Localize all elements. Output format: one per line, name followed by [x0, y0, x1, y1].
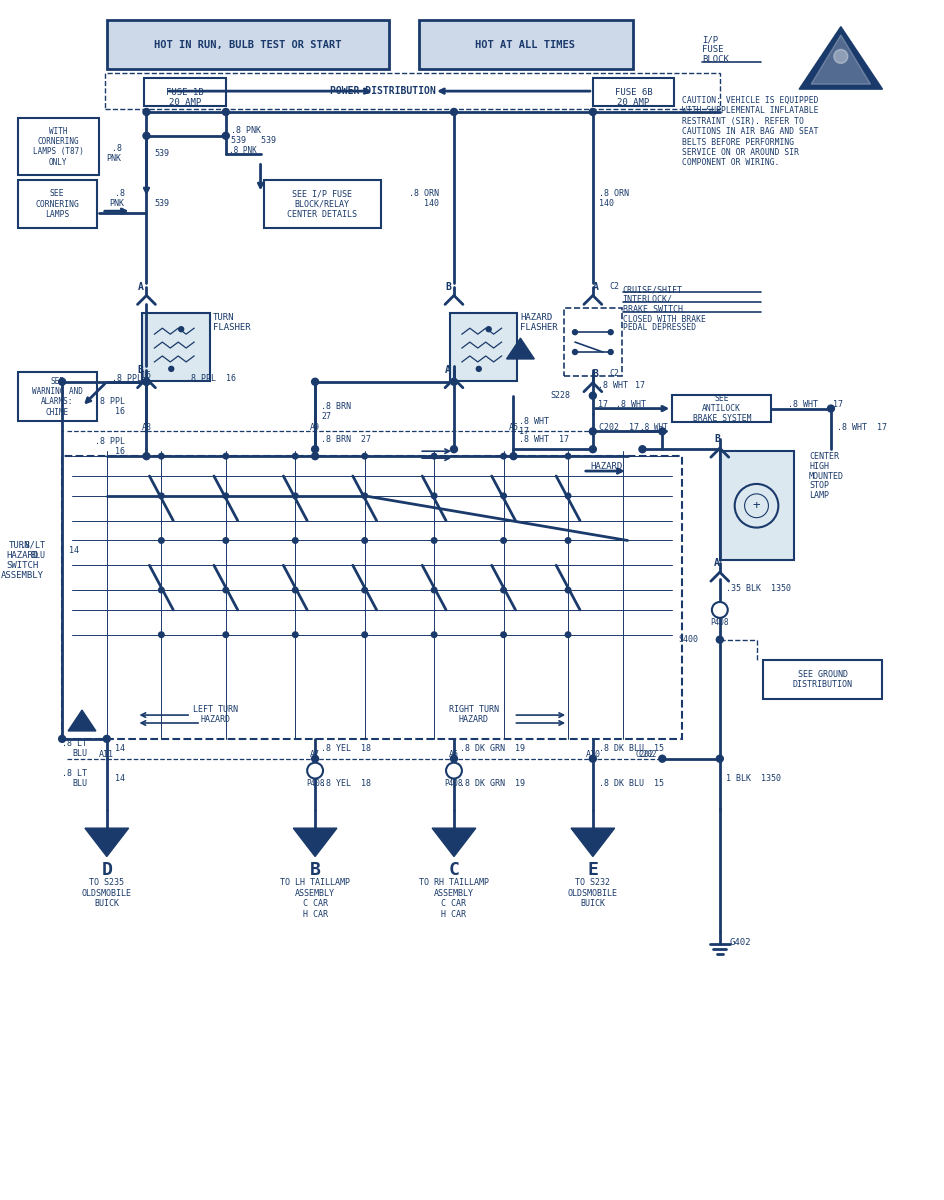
- Text: .8 YEL  18: .8 YEL 18: [321, 744, 371, 754]
- Bar: [18, 118, 99, 175]
- Text: .8 ORN: .8 ORN: [598, 188, 629, 198]
- Circle shape: [589, 445, 597, 452]
- Text: 14: 14: [115, 744, 125, 754]
- Text: 539   539: 539 539: [230, 137, 276, 145]
- Polygon shape: [432, 828, 476, 857]
- Circle shape: [223, 132, 229, 139]
- Text: SEE GROUND
DISTRIBUTION: SEE GROUND DISTRIBUTION: [793, 670, 853, 689]
- Text: 17: 17: [598, 400, 608, 409]
- Text: .8 BRN: .8 BRN: [321, 402, 351, 412]
- Text: .8 LT
BLU: .8 LT BLU: [20, 541, 45, 560]
- Circle shape: [589, 755, 597, 762]
- Text: TO S235
OLDSMOBILE
BUICK: TO S235 OLDSMOBILE BUICK: [82, 878, 132, 908]
- Text: BRAKE SWITCH: BRAKE SWITCH: [623, 305, 683, 314]
- Text: .8 WHT: .8 WHT: [640, 422, 668, 432]
- Circle shape: [431, 493, 437, 499]
- Text: .8: .8: [111, 144, 122, 154]
- Circle shape: [431, 538, 437, 544]
- Circle shape: [659, 755, 666, 762]
- Circle shape: [293, 454, 298, 458]
- Text: .8 DK BLU  15: .8 DK BLU 15: [598, 779, 664, 788]
- Text: A8: A8: [142, 422, 151, 432]
- Text: A7: A7: [310, 750, 320, 760]
- Text: HOT IN RUN, BULB TEST OR START: HOT IN RUN, BULB TEST OR START: [154, 40, 342, 49]
- Text: 16: 16: [114, 407, 125, 416]
- Text: 17: 17: [833, 400, 843, 409]
- Text: .8 YEL  18: .8 YEL 18: [321, 779, 371, 788]
- Text: A11: A11: [99, 750, 114, 760]
- Circle shape: [293, 493, 298, 499]
- Text: CLOSED WITH BRAKE: CLOSED WITH BRAKE: [623, 314, 705, 324]
- Text: A5: A5: [509, 422, 518, 432]
- Text: .8 DK GRN  19: .8 DK GRN 19: [460, 779, 525, 788]
- Circle shape: [565, 587, 571, 593]
- Text: PNK: PNK: [107, 154, 122, 163]
- Text: .8 BRN  27: .8 BRN 27: [321, 434, 371, 444]
- Circle shape: [572, 330, 578, 335]
- Circle shape: [312, 452, 318, 460]
- Text: INTERLOCK/: INTERLOCK/: [623, 295, 673, 304]
- Circle shape: [501, 587, 506, 593]
- Circle shape: [223, 454, 228, 458]
- Text: .8 WHT: .8 WHT: [519, 416, 549, 426]
- Text: C2: C2: [610, 370, 619, 378]
- Bar: [143, 313, 210, 380]
- Text: .8
PNK: .8 PNK: [110, 188, 125, 208]
- Circle shape: [159, 587, 164, 593]
- Bar: [764, 660, 883, 700]
- Circle shape: [501, 454, 506, 458]
- Text: A6: A6: [449, 750, 459, 760]
- Text: WITH
CORNERING
LAMPS (T87)
ONLY: WITH CORNERING LAMPS (T87) ONLY: [33, 126, 84, 167]
- Text: TURN/
HAZARD
SWITCH
ASSEMBLY: TURN/ HAZARD SWITCH ASSEMBLY: [1, 540, 44, 581]
- Circle shape: [431, 632, 437, 637]
- Text: C202: C202: [638, 750, 657, 760]
- Circle shape: [223, 538, 228, 544]
- Circle shape: [312, 755, 318, 762]
- Text: FUSE 6B: FUSE 6B: [615, 88, 652, 97]
- Bar: [720, 451, 794, 560]
- Bar: [62, 456, 683, 739]
- Text: HIGH: HIGH: [809, 462, 829, 470]
- Text: TURN: TURN: [213, 313, 234, 322]
- Bar: [18, 372, 97, 421]
- Bar: [593, 78, 674, 106]
- Circle shape: [293, 538, 298, 544]
- Circle shape: [362, 587, 367, 593]
- Text: HAZARD: HAZARD: [459, 714, 489, 724]
- Circle shape: [486, 326, 491, 331]
- Polygon shape: [811, 35, 870, 84]
- Circle shape: [450, 445, 458, 452]
- Text: .8 WHT: .8 WHT: [788, 400, 818, 409]
- Text: SEE I/P FUSE
BLOCK/RELAY
CENTER DETAILS: SEE I/P FUSE BLOCK/RELAY CENTER DETAILS: [287, 190, 357, 220]
- Circle shape: [716, 755, 723, 762]
- Text: S228: S228: [550, 391, 570, 400]
- Bar: [263, 180, 380, 228]
- Text: 17: 17: [634, 382, 645, 390]
- Text: .8 PPL: .8 PPL: [94, 397, 125, 406]
- Circle shape: [450, 378, 458, 385]
- Text: G402: G402: [730, 937, 751, 947]
- Circle shape: [59, 736, 66, 743]
- Circle shape: [639, 445, 646, 452]
- Circle shape: [178, 326, 184, 331]
- Circle shape: [362, 632, 367, 637]
- Circle shape: [589, 108, 597, 115]
- Text: FLASHER: FLASHER: [520, 323, 558, 331]
- Text: 140: 140: [424, 199, 439, 208]
- Text: A: A: [446, 365, 451, 374]
- Circle shape: [223, 632, 228, 637]
- Text: LAMP: LAMP: [809, 491, 829, 500]
- Text: S400: S400: [678, 635, 698, 644]
- Circle shape: [143, 108, 150, 115]
- Text: HAZARD: HAZARD: [520, 313, 552, 322]
- Text: FLASHER: FLASHER: [213, 323, 250, 331]
- Text: .8 PPL  16: .8 PPL 16: [186, 374, 236, 383]
- Text: 1 BLK  1350: 1 BLK 1350: [726, 774, 781, 784]
- Text: B: B: [310, 862, 321, 880]
- Text: TO LH TAILLAMP
ASSEMBLY
C CAR
H CAR: TO LH TAILLAMP ASSEMBLY C CAR H CAR: [280, 878, 350, 918]
- Circle shape: [510, 452, 517, 460]
- Text: B: B: [138, 365, 143, 374]
- Text: B: B: [593, 368, 598, 379]
- Text: LEFT TURN: LEFT TURN: [194, 704, 239, 714]
- Polygon shape: [571, 828, 615, 857]
